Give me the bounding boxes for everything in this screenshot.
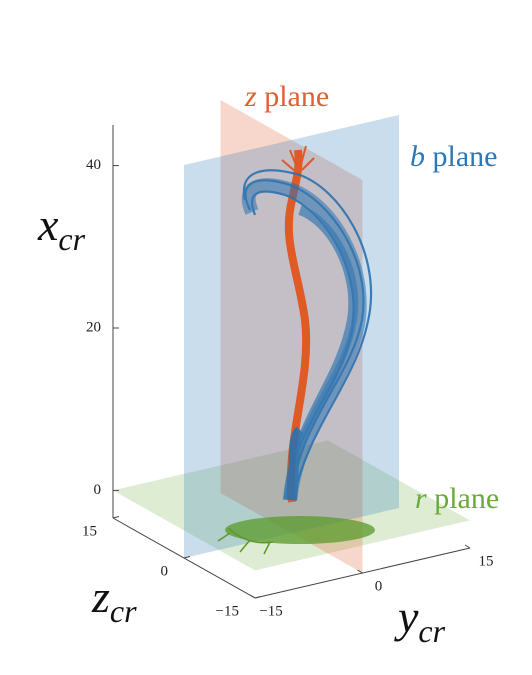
z-tick-label: 15 (82, 523, 97, 539)
plane-label: z plane (244, 80, 329, 113)
trajectories (217, 145, 375, 555)
y-tick-label: 15 (479, 553, 494, 569)
plane-label: r plane (415, 482, 499, 515)
z-tick (112, 516, 120, 519)
z-tick (183, 556, 191, 559)
x-tick-label: 40 (86, 157, 101, 173)
y-tick (357, 569, 363, 574)
y-tick-label: 0 (375, 578, 383, 594)
b-plane (184, 115, 399, 558)
r-trajectories (225, 516, 375, 544)
z-tick-label: −15 (216, 603, 239, 619)
y-tick (464, 544, 471, 549)
b-trajectories (241, 169, 373, 501)
y-tick (249, 594, 256, 599)
y-tick-label: −15 (259, 603, 282, 619)
x-tick-label: 20 (86, 319, 101, 335)
plane-label: b plane (410, 140, 497, 173)
x-axis-label: xcr (37, 199, 86, 257)
z-trajectories (281, 145, 315, 173)
x-tick-label: 0 (94, 482, 102, 498)
z-tick-label: 0 (161, 563, 169, 579)
r-plane (113, 440, 470, 571)
z-axis-label: zcr (91, 571, 137, 629)
y-axis-label: ycr (394, 591, 446, 649)
z-tick (254, 596, 262, 599)
axes (112, 125, 471, 599)
r-trajectories (217, 527, 274, 555)
